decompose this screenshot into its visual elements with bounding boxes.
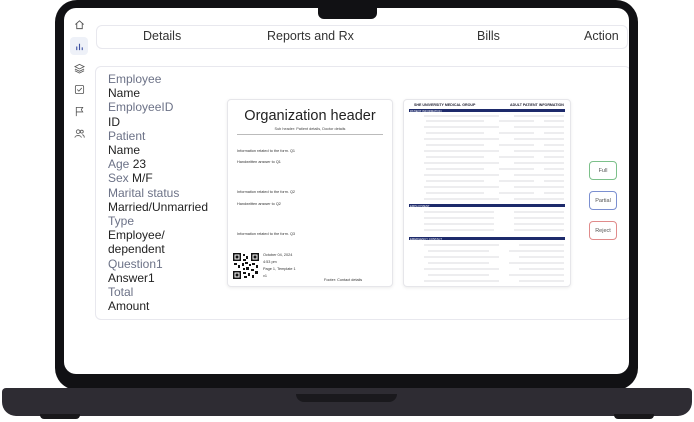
laptop-base xyxy=(2,388,692,416)
laptop-foot-left xyxy=(40,414,80,419)
tab-reports-and-rx[interactable]: Reports and Rx xyxy=(267,29,354,43)
claim-details-panel: Employee Name EmployeeID ID Patient Name Age 2… xyxy=(95,66,629,320)
form-section-patient-label: PATIENT INFORMATION xyxy=(410,108,442,113)
sidebar-item-home[interactable] xyxy=(70,15,88,33)
field-value: Name xyxy=(108,86,141,101)
tab-action[interactable]: Action xyxy=(584,29,619,43)
field-value: Employee/ xyxy=(108,228,165,243)
field-label: Type xyxy=(108,214,135,229)
field-label: Patient xyxy=(108,128,146,143)
form-org-name: SHE UNIVERSITY MEDICAL GROUP xyxy=(414,103,476,107)
camera-notch xyxy=(318,8,377,19)
tab-details[interactable]: Details xyxy=(143,29,182,43)
sidebar-item-tasks[interactable] xyxy=(70,80,88,98)
doc-title: Organization header xyxy=(244,108,376,124)
top-tab-bar: Details Reports and Rx Bills Action xyxy=(96,25,628,49)
doc-q2-answer: Handwritten answer to Q2 xyxy=(237,202,281,206)
form-section-emergency-label: EMERGENCY CONTACT xyxy=(410,236,443,241)
field-label: Total xyxy=(108,285,134,300)
doc-footer: Footer: Contact details xyxy=(324,278,363,282)
doc-q1-info: Information related to the form. Q1 xyxy=(237,149,296,153)
sidebar xyxy=(64,8,94,374)
document-preview-template[interactable]: Organization header Sub header: Patient … xyxy=(227,99,393,287)
app-screen: Details Reports and Rx Bills Action Empl… xyxy=(64,8,629,374)
doc-q3-info: Information related to the form. Q3 xyxy=(237,232,296,236)
form-section-emergency: EMERGENCY CONTACT xyxy=(409,236,565,241)
users-icon xyxy=(74,128,85,138)
sidebar-item-flags[interactable] xyxy=(70,102,88,120)
reject-button[interactable]: Reject xyxy=(589,221,617,240)
doc-version: v1 xyxy=(263,274,268,278)
doc-q2-info: Information related to the form. Q2 xyxy=(237,190,296,194)
laptop-base-groove xyxy=(296,394,397,402)
field-value: Name xyxy=(108,143,141,158)
form-title: ADULT PATIENT INFORMATION xyxy=(510,103,564,107)
flag-icon xyxy=(75,106,83,116)
partial-approval-button[interactable]: Partial xyxy=(589,191,617,210)
doc-divider xyxy=(237,134,383,135)
form-section-employment: EMPLOYMENT xyxy=(409,203,565,208)
laptop-foot-right xyxy=(614,414,654,419)
doc-time: 4:53 pm xyxy=(263,260,277,264)
doc-q1-answer: Handwritten answer to Q1 xyxy=(237,160,281,164)
field-value: Answer1 xyxy=(108,270,155,285)
doc-date: October 04, 2024 xyxy=(263,253,293,257)
layers-icon xyxy=(73,63,85,74)
form-field-lines xyxy=(424,115,564,282)
sidebar-item-layers[interactable] xyxy=(70,59,88,77)
document-preview-patient-form[interactable]: SHE UNIVERSITY MEDICAL GROUP ADULT PATIE… xyxy=(403,99,571,287)
doc-page: Page 1, Template 1 xyxy=(263,267,296,271)
chart-icon xyxy=(75,43,83,50)
field-value: Married/Unmarried xyxy=(108,199,209,214)
sidebar-item-users[interactable] xyxy=(70,124,88,142)
field-value: Amount xyxy=(108,299,150,314)
checkbox-icon xyxy=(74,84,84,94)
doc-subheader: Sub header: Patient details, Doctor deta… xyxy=(274,127,346,131)
field-value: Sex M/F xyxy=(108,171,153,186)
tab-bills[interactable]: Bills xyxy=(477,29,500,43)
field-value: ID xyxy=(108,114,120,129)
field-label: Question1 xyxy=(108,256,163,271)
qr-code xyxy=(233,253,259,279)
field-value: dependent xyxy=(108,242,165,257)
field-label: EmployeeID xyxy=(108,100,174,115)
field-value: Age 23 xyxy=(108,157,147,172)
patient-fields: Employee Name EmployeeID ID Patient Name Age 2… xyxy=(108,72,228,313)
field-label: Employee xyxy=(108,72,162,86)
home-icon xyxy=(74,19,84,29)
sidebar-item-reports[interactable] xyxy=(70,37,88,55)
form-section-employment-label: EMPLOYMENT xyxy=(410,203,430,208)
full-approval-button[interactable]: Full xyxy=(589,161,617,180)
form-section-patient: PATIENT INFORMATION xyxy=(409,108,565,113)
field-label: Marital status xyxy=(108,185,180,200)
